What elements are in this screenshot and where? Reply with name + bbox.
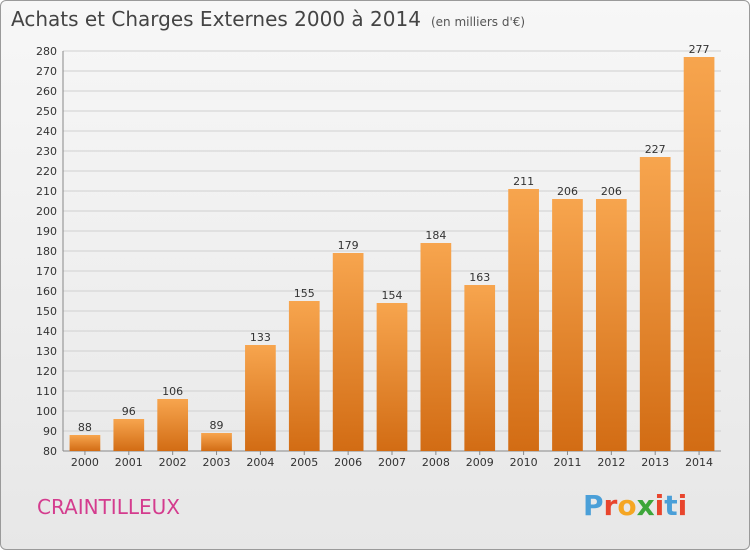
bar-2000: [69, 435, 101, 451]
value-label-2000: 88: [78, 421, 92, 434]
y-tick-label: 260: [36, 85, 57, 98]
y-tick-label: 210: [36, 185, 57, 198]
value-labels: 88 96 106 89 133 155 179 154 184 163 211 206 206 227 2…: [78, 43, 710, 434]
y-tick-label: 230: [36, 145, 57, 158]
x-tick-label-2014: 2014: [685, 456, 713, 469]
logo-letter: i: [654, 489, 665, 522]
y-tick-label: 110: [36, 385, 57, 398]
x-tick-label-2003: 2003: [203, 456, 231, 469]
y-tick-label: 160: [36, 285, 57, 298]
bar-2006: [332, 253, 364, 451]
y-tick-label: 280: [36, 45, 57, 58]
bar-2013: [639, 157, 671, 451]
x-tick-label-2011: 2011: [553, 456, 581, 469]
y-tick-label: 100: [36, 405, 57, 418]
bar-2007: [376, 303, 408, 451]
x-tick-label-2012: 2012: [597, 456, 625, 469]
bar-2002: [157, 399, 189, 451]
y-tick-label: 220: [36, 165, 57, 178]
y-tick-label: 250: [36, 105, 57, 118]
y-tick-label: 170: [36, 265, 57, 278]
logo-letter: x: [636, 489, 655, 522]
value-label-2004: 133: [250, 331, 271, 344]
x-tick-label-2013: 2013: [641, 456, 669, 469]
value-label-2013: 227: [645, 143, 666, 156]
bar-2005: [288, 301, 320, 451]
value-label-2007: 154: [382, 289, 403, 302]
x-tick-label-2009: 2009: [466, 456, 494, 469]
y-tick-label: 240: [36, 125, 57, 138]
logo-letter: o: [617, 489, 637, 522]
x-tick-label-2005: 2005: [290, 456, 318, 469]
y-tick-label: 120: [36, 365, 57, 378]
value-label-2011: 206: [557, 185, 578, 198]
value-label-2012: 206: [601, 185, 622, 198]
value-label-2005: 155: [294, 287, 315, 300]
logo-letter: r: [603, 489, 618, 522]
value-label-2006: 179: [338, 239, 359, 252]
y-tick-labels: 80 90 100 110 120 130 140 150 160 170 180 190 200 210…: [36, 45, 57, 458]
bar-2009: [464, 285, 496, 451]
y-tick-label: 200: [36, 205, 57, 218]
bar-2014: [683, 57, 715, 451]
bar-2004: [245, 345, 276, 451]
commune-name: CRAINTILLEUX: [37, 495, 180, 519]
logo-letter: P: [583, 489, 604, 522]
x-tick-label-2008: 2008: [422, 456, 450, 469]
value-label-2003: 89: [210, 419, 224, 432]
value-label-2014: 277: [689, 43, 710, 56]
y-tick-label: 90: [43, 425, 57, 438]
proxiti-logo[interactable]: Proxiti: [583, 489, 687, 522]
bar-2012: [595, 199, 627, 451]
value-label-2002: 106: [162, 385, 183, 398]
y-tick-label: 130: [36, 345, 57, 358]
chart-title: Achats et Charges Externes 2000 à 2014 (e…: [11, 7, 525, 31]
y-tick-label: 190: [36, 225, 57, 238]
value-label-2010: 211: [513, 175, 534, 188]
y-tick-label: 140: [36, 325, 57, 338]
value-label-2009: 163: [469, 271, 490, 284]
bar-2010: [508, 189, 539, 451]
chart-title-text: Achats et Charges Externes 2000 à 2014: [11, 7, 421, 31]
y-tick-label: 180: [36, 245, 57, 258]
x-tick-labels: 2000 2001 2002 2003 2004 2005 2006 2007 2008 2009…: [71, 451, 713, 469]
value-label-2001: 96: [122, 405, 136, 418]
x-tick-label-2002: 2002: [159, 456, 187, 469]
bar-2003: [201, 433, 232, 451]
bar-2008: [420, 243, 452, 451]
value-label-2008: 184: [425, 229, 446, 242]
x-tick-label-2000: 2000: [71, 456, 99, 469]
y-tick-label: 270: [36, 65, 57, 78]
bar-2011: [552, 199, 583, 451]
bars: [69, 57, 715, 451]
bar-2001: [113, 419, 145, 451]
x-tick-label-2001: 2001: [115, 456, 143, 469]
logo-letter: i: [677, 489, 688, 522]
x-tick-label-2007: 2007: [378, 456, 406, 469]
chart-unit: (en milliers d'€): [430, 15, 526, 29]
x-tick-label-2006: 2006: [334, 456, 362, 469]
y-tick-label: 150: [36, 305, 57, 318]
logo-letter: t: [664, 489, 678, 522]
y-tick-label: 80: [43, 445, 57, 458]
x-tick-label-2010: 2010: [510, 456, 538, 469]
x-tick-label-2004: 2004: [246, 456, 274, 469]
